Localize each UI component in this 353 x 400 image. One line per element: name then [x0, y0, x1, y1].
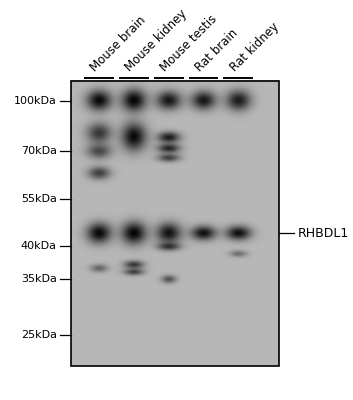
- Text: Mouse testis: Mouse testis: [158, 12, 220, 74]
- Text: RHBDL1: RHBDL1: [298, 227, 349, 240]
- Text: 100kDa: 100kDa: [14, 96, 57, 106]
- Text: 25kDa: 25kDa: [21, 330, 57, 340]
- Text: Rat brain: Rat brain: [193, 26, 240, 74]
- Text: Rat kidney: Rat kidney: [228, 20, 281, 74]
- Text: Mouse brain: Mouse brain: [88, 14, 149, 74]
- Text: 35kDa: 35kDa: [21, 274, 57, 284]
- Text: 70kDa: 70kDa: [21, 146, 57, 156]
- Text: 55kDa: 55kDa: [21, 194, 57, 204]
- Text: Mouse kidney: Mouse kidney: [123, 7, 190, 74]
- Text: 40kDa: 40kDa: [21, 241, 57, 251]
